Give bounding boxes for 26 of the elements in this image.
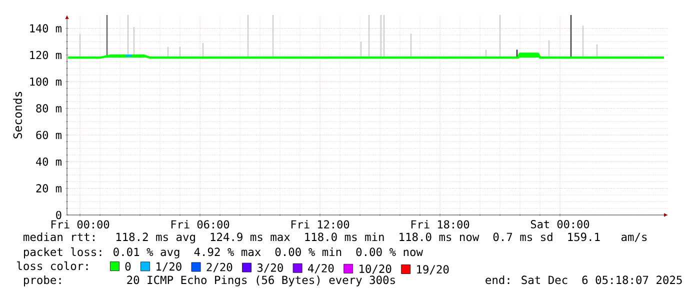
text: probe: 20 ICMP Echo Pings (56 Bytes) every 300s <box>24 275 395 286</box>
x-tick-label: Fri 00:00 <box>51 220 110 229</box>
x-tick-label: Sat 00:00 <box>530 220 590 228</box>
y-tick-label: 20 m <box>36 184 62 192</box>
y-tick-label: 120 m <box>30 50 62 60</box>
legend-title: loss color: <box>17 261 88 270</box>
text: end: Sat Dec 6 05:18:07 2025 <box>486 275 682 284</box>
text: packet loss: 0.01 % avg 4.92 % max 0.00 % min 0.00 % now <box>24 247 423 258</box>
y-tick-label: 0 <box>56 210 62 220</box>
y-axis-title: Seconds <box>13 92 22 138</box>
legend-label: 4/20 <box>308 264 334 274</box>
legend-label: 3/20 <box>257 263 283 273</box>
y-tick-label: 80 m <box>36 104 62 112</box>
x-tick-label: Fri 12:00 <box>291 220 350 229</box>
legend-label: 19/20 <box>417 265 449 274</box>
y-tick-label: 140 m <box>30 24 62 32</box>
legend-label: 10/20 <box>360 264 392 274</box>
x-tick-label: Fri 18:00 <box>411 220 470 229</box>
y-tick-label: 40 m <box>36 158 62 166</box>
x-tick-label: Fri 06:00 <box>171 220 230 229</box>
text: median rtt: 118.2 ms avg 124.9 ms max 118.0 ms min 118.0 ms now 0.7 ms sd 159.1 am/s <box>24 232 647 244</box>
y-tick-label: 60 m <box>36 130 62 140</box>
y-tick-label: 100 m <box>30 78 62 86</box>
legend-label: 1/20 <box>156 262 182 272</box>
legend-label: 0 <box>125 262 131 271</box>
legend-label: 2/20 <box>206 262 232 272</box>
